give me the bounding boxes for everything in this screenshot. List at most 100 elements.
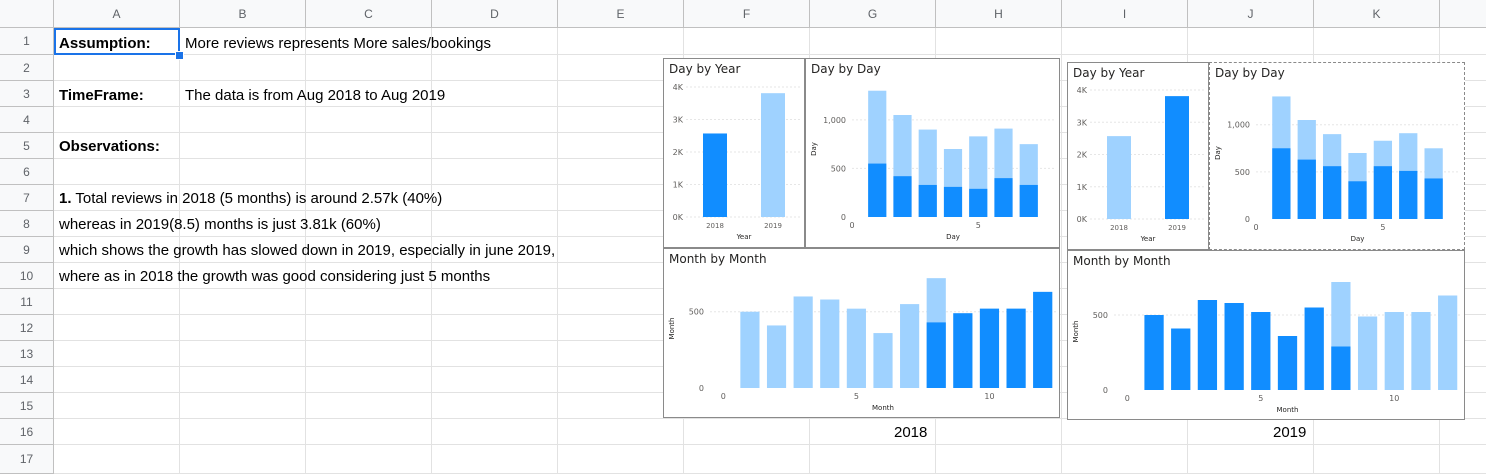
row-header-16[interactable]: 16 (0, 419, 54, 445)
x-tick-label: 2018 (1110, 224, 1128, 232)
bar-highlight (1144, 315, 1164, 390)
bar-highlight (1322, 166, 1342, 219)
cell-b1[interactable]: More reviews represents More sales/booki… (185, 35, 491, 52)
y-tick-label: 500 (689, 308, 704, 317)
column-header-d[interactable]: D (432, 0, 558, 28)
select-all-corner[interactable] (0, 0, 54, 28)
chart-month-by-month-2019[interactable]: Month by Month 0 500 0 5 10 Month Month (1067, 250, 1465, 420)
cell-a5[interactable]: Observations: (59, 138, 160, 155)
observation-text-1: Total reviews in 2018 (5 months) is arou… (71, 190, 443, 207)
row-header-6[interactable]: 6 (0, 159, 54, 185)
column-header-g[interactable]: G (810, 0, 936, 28)
column-gridline (179, 28, 180, 474)
x-tick-label: 5 (1380, 223, 1385, 232)
column-header-a[interactable]: A (54, 0, 180, 28)
y-tick-label: 0 (1245, 215, 1250, 224)
row-header-9[interactable]: 9 (0, 237, 54, 263)
bar-highlight (868, 163, 887, 217)
fill-handle[interactable] (175, 51, 184, 60)
y-tick-label: 1,000 (1227, 121, 1250, 130)
y-axis-label: Month (668, 318, 676, 340)
row-header-14[interactable]: 14 (0, 367, 54, 393)
bar-highlight (1304, 307, 1324, 390)
caption-2019: 2019 (1273, 424, 1307, 441)
chart-day-by-day-2018[interactable]: Day by Day 0 500 1,000 0 5 Day Day (805, 58, 1060, 248)
row-header-1[interactable]: 1 (0, 28, 54, 55)
row-gridline (54, 444, 1486, 445)
row-header-13[interactable]: 13 (0, 341, 54, 367)
y-tick-label: 1,000 (823, 116, 846, 125)
column-header-e[interactable]: E (558, 0, 684, 28)
x-tick-label: 5 (854, 392, 859, 401)
cell-a1[interactable]: Assumption: (59, 35, 151, 52)
bar-total (900, 304, 920, 388)
bar-highlight (1019, 184, 1038, 217)
bar-highlight (1399, 170, 1418, 219)
x-tick-label: 2019 (764, 222, 782, 230)
bar-highlight (994, 178, 1013, 217)
x-axis-label: Day (946, 233, 960, 241)
chart-day-by-year-2018[interactable]: Day by Year 0K 1K 2K 3K 4K 2018 2019 Year (663, 58, 805, 248)
column-header-l[interactable] (1440, 0, 1486, 28)
row-header-17[interactable]: 17 (0, 445, 54, 474)
y-tick-label: 1K (1077, 183, 1088, 192)
chart-plot: 0K 1K 2K 3K 4K 2018 2019 Year (673, 83, 802, 241)
chart-month-by-month-2018[interactable]: Month by Month 0 500 0 5 10 Month Month (663, 248, 1060, 418)
x-axis-label: Day (1351, 235, 1365, 243)
y-tick-label: 3K (673, 116, 684, 125)
x-tick-label: 0 (849, 221, 854, 230)
y-tick-label: 0 (1103, 386, 1108, 395)
bar-highlight (1348, 181, 1367, 219)
bar-highlight (1197, 300, 1218, 390)
bar (1165, 96, 1189, 219)
cell-a9[interactable]: which shows the growth has slowed down i… (59, 242, 556, 259)
chart-plot: 0 500 0 5 10 Month Month (668, 278, 1056, 412)
caption-2018: 2018 (894, 424, 928, 441)
cell-a3[interactable]: TimeFrame: (59, 87, 144, 104)
y-tick-label: 0 (841, 213, 846, 222)
row-header-5[interactable]: 5 (0, 133, 54, 159)
column-header-b[interactable]: B (180, 0, 306, 28)
cell-a7[interactable]: 1. Total reviews in 2018 (5 months) is a… (59, 189, 442, 209)
column-header-f[interactable]: F (684, 0, 810, 28)
x-tick-label: 5 (1258, 394, 1263, 403)
y-tick-label: 2K (1077, 151, 1088, 160)
bar-highlight (1277, 336, 1298, 390)
column-header-k[interactable]: K (1314, 0, 1440, 28)
chart-day-by-day-2019[interactable]: Day by Day 0 500 1,000 0 5 Day Day (1209, 62, 1465, 250)
bar-highlight (953, 313, 973, 388)
x-axis-label: Month (1277, 406, 1299, 414)
bar-total (1411, 312, 1431, 390)
row-header-12[interactable]: 12 (0, 315, 54, 341)
x-tick-label: 10 (984, 392, 994, 401)
y-tick-label: 4K (673, 83, 684, 92)
column-header-c[interactable]: C (306, 0, 432, 28)
y-tick-label: 2K (673, 148, 684, 157)
y-tick-label: 0K (1077, 215, 1088, 224)
column-header-h[interactable]: H (936, 0, 1062, 28)
x-tick-label: 2019 (1168, 224, 1186, 232)
x-axis-label: Month (872, 404, 894, 412)
row-header-2[interactable]: 2 (0, 55, 54, 81)
row-header-8[interactable]: 8 (0, 211, 54, 237)
row-header-10[interactable]: 10 (0, 263, 54, 289)
cell-a8[interactable]: whereas in 2019(8.5) months is just 3.81… (59, 216, 381, 233)
row-header-4[interactable]: 4 (0, 107, 54, 133)
y-tick-label: 1K (673, 181, 684, 190)
row-header-3[interactable]: 3 (0, 81, 54, 107)
bar-highlight (1424, 178, 1443, 219)
y-tick-label: 500 (1235, 168, 1250, 177)
column-header-i[interactable]: I (1062, 0, 1188, 28)
column-header-j[interactable]: J (1188, 0, 1314, 28)
chart-day-by-year-2019[interactable]: Day by Year 0K 1K 2K 3K 4K 2018 2019 Year (1067, 62, 1209, 250)
cell-b3[interactable]: The data is from Aug 2018 to Aug 2019 (185, 87, 446, 104)
row-header-7[interactable]: 7 (0, 185, 54, 211)
cell-a10[interactable]: where as in 2018 the growth was good con… (59, 268, 491, 285)
bar-highlight (1331, 346, 1351, 390)
row-header-15[interactable]: 15 (0, 393, 54, 419)
active-cell-a1[interactable] (54, 28, 180, 55)
row-header-11[interactable]: 11 (0, 289, 54, 315)
y-axis-label: Day (1214, 146, 1222, 160)
y-tick-label: 500 (831, 164, 846, 173)
column-gridline (431, 28, 432, 474)
